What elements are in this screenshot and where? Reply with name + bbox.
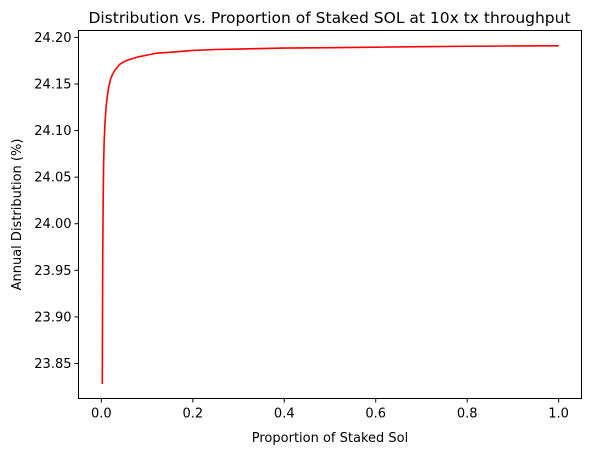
y-tick-label: 24.10: [34, 124, 71, 139]
y-tick-label: 24.20: [34, 31, 71, 46]
series-layer: [101, 44, 559, 384]
chart-title: Distribution vs. Proportion of Staked SO…: [88, 9, 570, 27]
x-tick-label: 1.0: [548, 407, 569, 422]
x-tick-label: 0.0: [91, 407, 112, 422]
series-line: [101, 44, 559, 384]
y-tick-label: 23.95: [34, 264, 71, 279]
y-axis-label: Annual Distribution (%): [10, 139, 25, 291]
y-tick-label: 24.00: [34, 217, 71, 232]
y-tick-label: 23.85: [34, 357, 71, 372]
x-tick-label: 0.2: [182, 407, 203, 422]
y-axis-ticks: 23.85 23.90 23.95 24.00 24.05 24.10 24.15 24.20: [34, 31, 79, 372]
x-tick-label: 0.8: [457, 407, 478, 422]
x-tick-label: 0.4: [274, 407, 295, 422]
plot-area-frame: [78, 30, 582, 399]
y-tick-label: 24.15: [34, 77, 71, 92]
x-tick-label: 0.6: [365, 407, 386, 422]
x-axis-label: Proportion of Staked Sol: [252, 431, 408, 446]
x-axis-ticks: 0.0 0.2 0.4 0.6 0.8 1.0: [91, 398, 569, 422]
y-tick-label: 23.90: [34, 310, 71, 325]
y-tick-label: 24.05: [34, 171, 71, 186]
